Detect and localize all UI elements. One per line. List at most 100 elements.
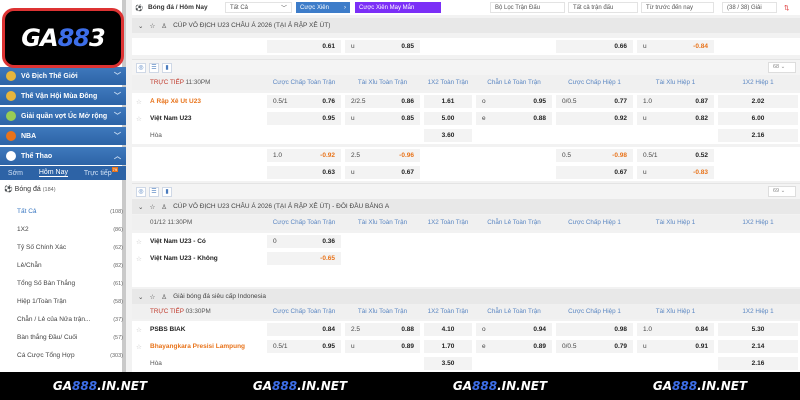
- odds-cell[interactable]: 0.63: [267, 166, 341, 179]
- sidebar-item-bet-type[interactable]: Cá Cược Tổng Hợp (303): [17, 349, 123, 367]
- sidebar-section-sports[interactable]: Thể Thao ︿: [0, 147, 126, 165]
- chevron-down-icon[interactable]: ⌄: [138, 293, 144, 301]
- chevron-down-icon[interactable]: ⌄: [138, 203, 144, 211]
- odds-cell[interactable]: 3.50: [424, 357, 472, 370]
- odds-value: 0.95: [322, 343, 335, 350]
- match-filter-dropdown[interactable]: Bộ Lọc Trận Đấu: [490, 2, 565, 13]
- chevron-down-icon[interactable]: ⌄: [138, 22, 144, 30]
- odds-cell[interactable]: 0.5/1 0.95: [267, 340, 341, 353]
- odds-cell[interactable]: 0.66: [556, 40, 633, 53]
- star-icon[interactable]: ☆: [149, 22, 156, 30]
- odds-cell[interactable]: 2.16: [718, 357, 798, 370]
- odds-cell[interactable]: o 0.94: [476, 323, 552, 336]
- odds-cell[interactable]: 0.98: [556, 323, 633, 336]
- odds-cell[interactable]: 0.61: [267, 40, 341, 53]
- odds-cell[interactable]: 1.0 0.87: [637, 95, 714, 108]
- star-icon[interactable]: ☆: [149, 203, 156, 211]
- sidebar-item-bet-type[interactable]: Tất Cả (108): [17, 205, 123, 223]
- camera-icon[interactable]: ◎: [136, 63, 146, 73]
- odds-cell[interactable]: 1.70: [424, 340, 472, 353]
- item-count: (82): [113, 263, 123, 269]
- sort-icon[interactable]: ⇅: [784, 4, 790, 12]
- odds-cell[interactable]: 0 0.36: [267, 235, 341, 248]
- select-value: Tất Cả: [230, 4, 249, 11]
- odds-cell[interactable]: 2.02: [718, 95, 798, 108]
- sidebar-item-bet-type[interactable]: Chẵn / Lẻ của Nửa trận... (37): [17, 313, 123, 331]
- odds-cell[interactable]: u 0.85: [345, 40, 420, 53]
- odds-cell[interactable]: 2.16: [718, 129, 798, 142]
- odds-cell[interactable]: u 0.67: [345, 166, 420, 179]
- list-icon[interactable]: ☰: [149, 187, 159, 197]
- odds-cell[interactable]: 0.95: [267, 112, 341, 125]
- odds-cell[interactable]: 0.5/1 0.52: [637, 149, 714, 162]
- odds-cell[interactable]: 6.00: [718, 112, 798, 125]
- chart-icon[interactable]: ▮: [162, 187, 172, 197]
- lucky-parlay-button[interactable]: Cược Xiên May Mắn: [355, 2, 441, 13]
- ga888-logo: GA 88 3: [2, 8, 124, 68]
- sidebar-item-bet-type[interactable]: Tổng Số Bàn Thắng (61): [17, 277, 123, 295]
- market-count-dropdown[interactable]: 69 ⌄: [768, 186, 796, 197]
- odds-cell[interactable]: 2.5 -0.96: [345, 149, 420, 162]
- odds-cell[interactable]: u 0.82: [637, 112, 714, 125]
- sidebar-item-bet-type[interactable]: 1X2 (86): [17, 223, 123, 241]
- odds-cell[interactable]: 3.60: [424, 129, 472, 142]
- odds-cell[interactable]: u 0.91: [637, 340, 714, 353]
- sidebar-section-australian-open[interactable]: Giải quần vợt Úc Mở rộng ﹀: [0, 107, 126, 125]
- leagues-count-button[interactable]: (38 / 38) Giải: [722, 2, 777, 13]
- sidebar-section-world-cup[interactable]: Vô Địch Thế Giới ﹀: [0, 67, 126, 85]
- odds-cell[interactable]: 0.5 -0.98: [556, 149, 633, 162]
- odds-cell[interactable]: 1.0 -0.92: [267, 149, 341, 162]
- odds-value: 0.94: [533, 326, 546, 333]
- odds-cell: [556, 252, 633, 265]
- odds-cell[interactable]: 5.00: [424, 112, 472, 125]
- odds-cell[interactable]: 0.84: [267, 323, 341, 336]
- odds-cell[interactable]: 5.30: [718, 323, 798, 336]
- period-dropdown[interactable]: Từ trước đến nay: [641, 2, 714, 13]
- sidebar-item-bet-type[interactable]: Tỷ Số Chính Xác (62): [17, 241, 123, 259]
- sidebar-item-bet-type[interactable]: Bàn thắng Đầu/ Cuối (57): [17, 331, 123, 349]
- league-header[interactable]: ⌄ ☆ ♙ CÚP VÔ ĐỊCH U23 CHÂU Á 2026 (TẠI Ả RẬ…: [132, 18, 800, 33]
- market-count-dropdown[interactable]: 68 ⌄: [768, 62, 796, 73]
- odds-cell[interactable]: e 0.88: [476, 112, 552, 125]
- odds-cell[interactable]: 2/2.5 0.86: [345, 95, 420, 108]
- odds-cell[interactable]: 0.67: [556, 166, 633, 179]
- tab-early[interactable]: Sớm: [7, 169, 23, 177]
- odds-cell[interactable]: -0.65: [267, 252, 341, 265]
- odds-cell[interactable]: u 0.89: [345, 340, 420, 353]
- odds-cell[interactable]: 0.92: [556, 112, 633, 125]
- tab-today[interactable]: Hôm Nay: [38, 169, 69, 177]
- star-icon[interactable]: ☆: [149, 293, 156, 301]
- sidebar-section-nba[interactable]: NBA ﹀: [0, 127, 126, 145]
- odds-cell[interactable]: 2.5 0.88: [345, 323, 420, 336]
- list-icon[interactable]: ☰: [149, 63, 159, 73]
- sidebar-item-bet-type[interactable]: Lẻ/Chẵn (82): [17, 259, 123, 277]
- odds-cell[interactable]: u -0.84: [637, 40, 714, 53]
- odds-value: 0.89: [533, 343, 546, 350]
- odds-cell[interactable]: 0/0.5 0.77: [556, 95, 633, 108]
- odds-cell: [424, 40, 472, 53]
- odds-cell[interactable]: 0/0.5 0.79: [556, 340, 633, 353]
- odds-cell[interactable]: o 0.95: [476, 95, 552, 108]
- all-matches-dropdown[interactable]: Tất cả trận đấu: [568, 2, 638, 13]
- odds-cell[interactable]: 0.5/1 0.76: [267, 95, 341, 108]
- odds-cell[interactable]: u -0.83: [637, 166, 714, 179]
- odds-cell[interactable]: e 0.89: [476, 340, 552, 353]
- league-header[interactable]: ⌄ ☆ ♙ CÚP VÔ ĐỊCH U23 CHÂU Á 2026 (TẠI Ả RẬ…: [132, 199, 800, 214]
- odds-cell[interactable]: 2.14: [718, 340, 798, 353]
- odds-cell[interactable]: 4.10: [424, 323, 472, 336]
- handicap-line: u: [643, 115, 647, 122]
- odds-cell[interactable]: 1.0 0.84: [637, 323, 714, 336]
- odds-cell[interactable]: u 0.85: [345, 112, 420, 125]
- sidebar-item-bet-type[interactable]: Hiệp 1/Toàn Trận (58): [17, 295, 123, 313]
- camera-icon[interactable]: ◎: [136, 187, 146, 197]
- category-select[interactable]: Tất Cả ﹀: [225, 2, 292, 13]
- sidebar-section-winter-olympics[interactable]: Thế Vận Hội Mùa Đông ﹀: [0, 87, 126, 105]
- kickoff-time: 11:30PM: [185, 79, 211, 86]
- league-header[interactable]: ⌄ ☆ ♙ Giải bóng đá siêu cấp Indonesia: [132, 289, 800, 304]
- chart-icon[interactable]: ▮: [162, 63, 172, 73]
- sport-soccer[interactable]: ⚽ Bóng đá (184): [4, 186, 56, 193]
- odds-cell[interactable]: 1.61: [424, 95, 472, 108]
- match-row: 1.0 -0.92 2.5 -0.96 0.5 -0.98 0.5/1 0.52: [132, 147, 800, 164]
- parlay-button[interactable]: Cược Xiên ›: [296, 2, 350, 13]
- tab-live[interactable]: Trực tiếp79: [84, 166, 119, 177]
